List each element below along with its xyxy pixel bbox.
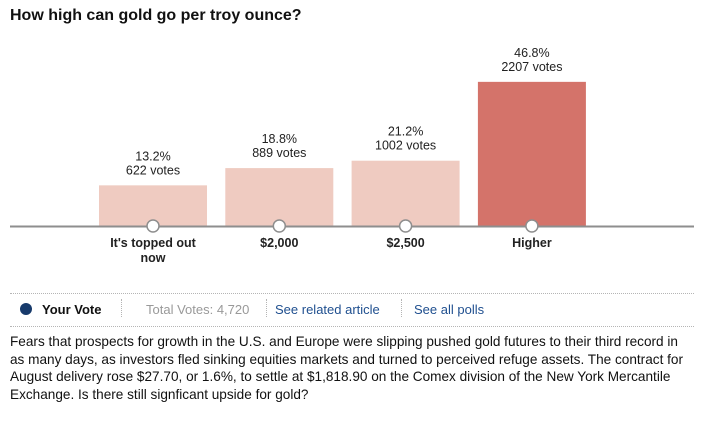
see-all-polls-link[interactable]: See all polls [414,302,485,317]
footer-divider [401,299,402,317]
footer-divider [266,299,267,317]
top-divider [10,293,694,294]
bar [225,168,334,226]
category-label: $2,500 [386,236,424,250]
bar-percent-label: 18.8% [262,132,297,146]
your-vote-legend: Your Vote [20,301,101,317]
bar-votes-label: 622 votes [126,163,180,177]
poll-title: How high can gold go per troy ounce? [10,7,302,24]
vote-option-radio[interactable] [146,219,160,233]
bar-votes-label: 2207 votes [501,60,562,74]
vote-option-radio[interactable] [398,219,413,233]
category-label: Higher [512,236,552,250]
bar-percent-label: 13.2% [135,149,170,163]
footer-divider [121,299,122,317]
total-votes: Total Votes: 4,720 [146,302,250,317]
poll-footer: Your Vote Total Votes: 4,720 See related… [10,297,694,323]
category-label: $2,000 [260,236,298,250]
bar-votes-label: 1002 votes [375,139,436,153]
vote-option-radio[interactable] [272,219,287,233]
bar [99,185,207,226]
your-vote-label: Your Vote [42,302,102,317]
category-label: It's topped out [110,236,196,250]
bottom-divider [10,326,694,327]
poll-results-chart: 13.2%622 votes 18.8%889 votes 21.2%1002 vo… [10,46,694,265]
poll-description: Fears that prospects for growth in the U… [10,334,683,402]
see-related-article-link[interactable]: See related article [275,302,380,317]
bar [477,81,586,226]
category-label: now [141,251,166,265]
bar-percent-label: 46.8% [514,46,549,60]
bar-percent-label: 21.2% [388,125,423,139]
bar-votes-label: 889 votes [252,146,306,160]
bar [351,160,460,226]
vote-option-radio[interactable] [525,219,539,233]
your-vote-dot-icon [20,303,32,315]
